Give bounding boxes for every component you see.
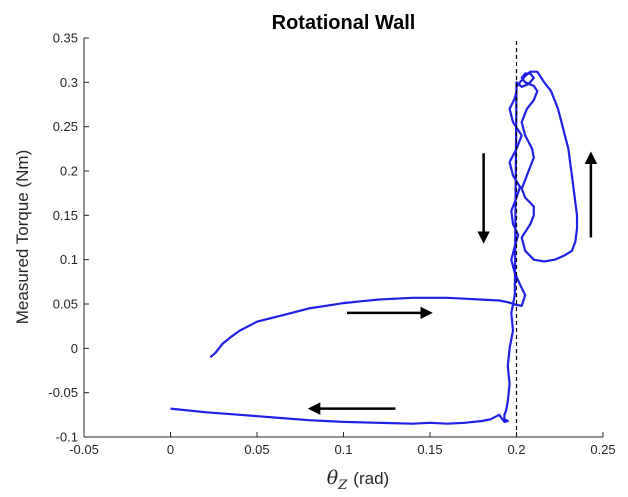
x-tick-label: 0: [167, 442, 174, 457]
series-line-0: [170, 70, 579, 425]
x-tick-label: 0.15: [417, 442, 442, 457]
x-tick-label: 0.05: [244, 442, 269, 457]
y-tick-label: 0.25: [53, 119, 78, 134]
x-axis-label-subscript: Z: [337, 478, 348, 493]
y-tick-label: 0: [71, 341, 78, 356]
plot-area: [170, 38, 598, 437]
y-tick-label: 0.35: [53, 31, 78, 46]
y-tick-label: 0.1: [60, 252, 78, 267]
y-tick-label: 0.05: [53, 297, 78, 312]
x-tick-label: -0.05: [69, 442, 99, 457]
y-tick-label: 0.3: [60, 75, 78, 90]
axes: -0.05 0 0.05 0.1 0.15 0.2 0.25-0.1-0.0500.050.…: [48, 31, 615, 458]
y-tick-label: 0.15: [53, 208, 78, 223]
x-tick-label: 0.2: [507, 442, 525, 457]
x-tick-label: 0.25: [590, 442, 615, 457]
y-tick-label: -0.1: [56, 430, 78, 445]
x-tick-label: 0.1: [334, 442, 352, 457]
x-axis-label-unit: (rad): [353, 469, 389, 488]
y-tick-label: -0.05: [48, 385, 78, 400]
y-tick-label: 0.2: [60, 164, 78, 179]
y-axis-label: Measured Torque (Nm): [13, 150, 32, 324]
x-axis-label: θZ (rad): [327, 467, 389, 493]
x-axis-label-symbol: θ: [327, 467, 339, 489]
chart-title: Rotational Wall: [272, 12, 416, 34]
